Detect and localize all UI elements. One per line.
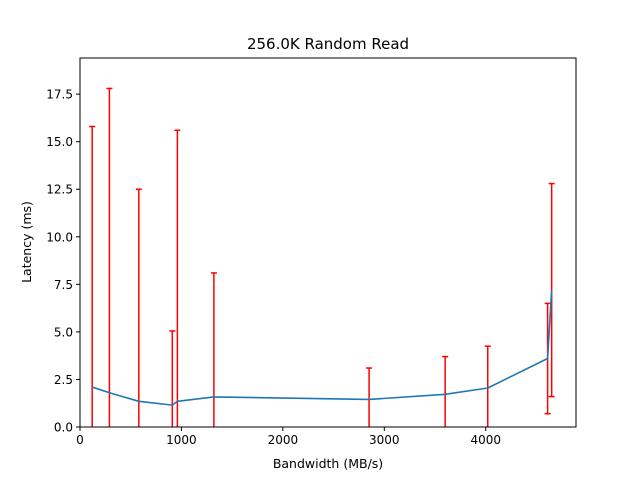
chart-title: 256.0K Random Read: [247, 35, 409, 53]
error-bar: [174, 129, 181, 427]
y-axis-label: Latency (ms): [19, 201, 34, 283]
y-tick-label: 0.0: [54, 421, 73, 435]
error-bar: [135, 188, 142, 427]
x-axis: 0 1000 2000 3000 4000: [76, 427, 501, 447]
y-tick-label: 17.5: [46, 88, 73, 102]
x-tick-label: 1000: [166, 433, 197, 447]
x-tick-label: 0: [76, 433, 84, 447]
error-bar: [442, 355, 449, 427]
y-tick-label: 5.0: [54, 325, 73, 339]
y-tick-label: 12.5: [46, 183, 73, 197]
axes-frame: [79, 57, 577, 428]
y-tick-label: 2.5: [54, 373, 73, 387]
y-tick-label: 7.5: [54, 278, 73, 292]
x-tick-label: 2000: [268, 433, 299, 447]
x-tick-label: 4000: [470, 433, 501, 447]
x-tick-label: 3000: [369, 433, 400, 447]
error-bar: [106, 87, 113, 427]
error-bar: [89, 125, 96, 427]
y-tick-label: 10.0: [46, 230, 73, 244]
latency-series-line: [91, 290, 553, 406]
error-bar: [210, 272, 217, 427]
error-bar: [484, 345, 491, 427]
error-bar: [169, 330, 176, 427]
y-axis: 0.0 2.5 5.0 7.5 10.0 12.5 15.0 17.5: [46, 88, 80, 435]
y-tick-label: 15.0: [46, 135, 73, 149]
error-bar: [366, 367, 373, 427]
x-axis-label: Bandwidth (MB/s): [273, 456, 383, 471]
plot-area: [89, 87, 555, 427]
